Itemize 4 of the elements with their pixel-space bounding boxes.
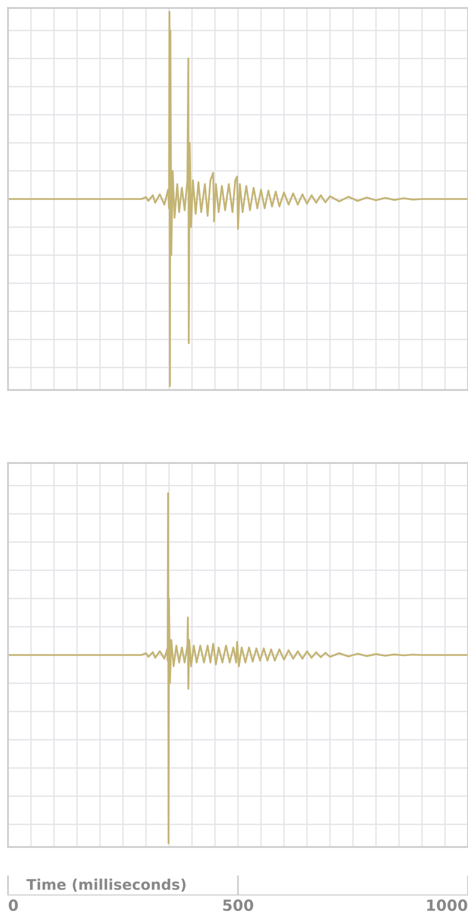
x-tick-label: 0: [8, 899, 18, 911]
x-tick-label: 1000: [427, 899, 468, 911]
x-axis-title: Time (milliseconds): [26, 878, 186, 892]
x-tick-label: 500: [223, 899, 254, 911]
